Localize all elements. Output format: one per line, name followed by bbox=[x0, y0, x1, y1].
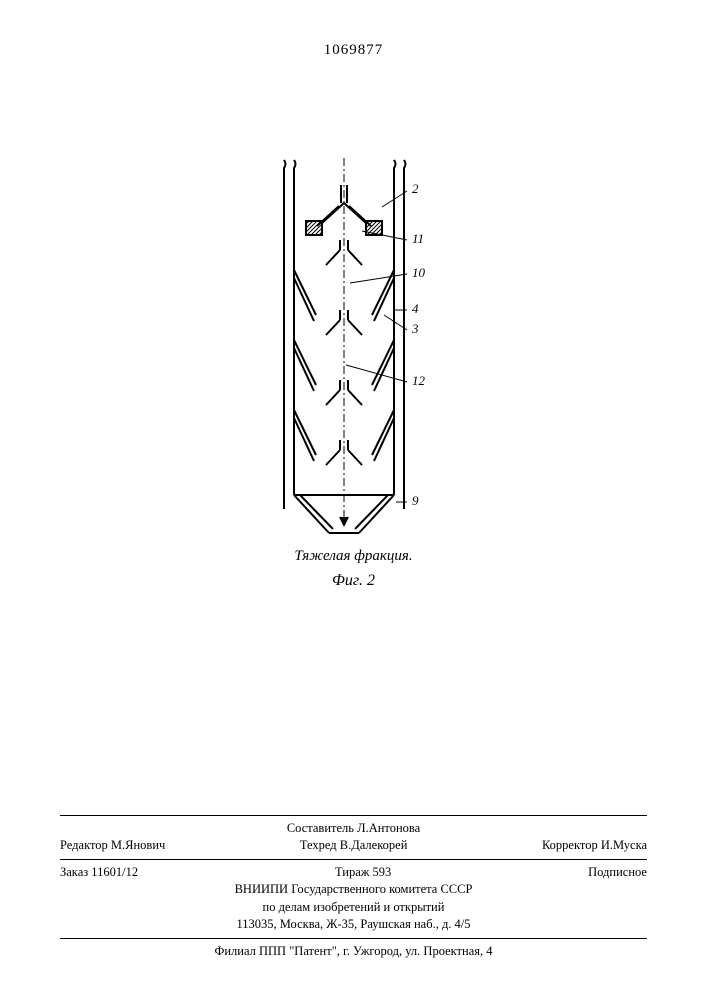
figure-number: Фиг. 2 bbox=[332, 572, 375, 590]
svg-text:12: 12 bbox=[412, 373, 426, 388]
compiler-line: Составитель Л.Антонова bbox=[60, 820, 647, 838]
svg-text:11: 11 bbox=[412, 231, 424, 246]
order-row: Заказ 11601/12 Тираж 593 Подписное bbox=[60, 864, 647, 882]
order-number: Заказ 11601/12 bbox=[60, 864, 138, 882]
svg-text:4: 4 bbox=[412, 301, 419, 316]
org-line-1: ВНИИПИ Государственного комитета СССР bbox=[60, 881, 647, 899]
figure-caption: Тяжелая фракция. bbox=[294, 548, 412, 565]
credits-row: Редактор М.Янович Техред В.Далекорей Кор… bbox=[60, 837, 647, 855]
svg-text:2: 2 bbox=[412, 181, 419, 196]
page-number: 1069877 bbox=[324, 42, 384, 59]
subscription: Подписное bbox=[588, 864, 647, 882]
editor: Редактор М.Янович bbox=[60, 837, 165, 855]
corrector: Корректор И.Муска bbox=[542, 837, 647, 855]
branch-line: Филиал ППП "Патент", г. Ужгород, ул. Про… bbox=[60, 943, 647, 961]
figure-svg: 2 11 10 4 3 12 9 bbox=[254, 155, 454, 565]
footer-block: Составитель Л.Антонова Редактор М.Янович… bbox=[60, 811, 647, 961]
svg-text:9: 9 bbox=[412, 493, 419, 508]
tech-editor: Техред В.Далекорей bbox=[300, 837, 408, 855]
tirazh: Тираж 593 bbox=[335, 864, 391, 882]
svg-text:3: 3 bbox=[411, 321, 419, 336]
org-line-2: по делам изобретений и открытий bbox=[60, 899, 647, 917]
svg-text:10: 10 bbox=[412, 265, 426, 280]
address-line: 113035, Москва, Ж-35, Раушская наб., д. … bbox=[60, 916, 647, 934]
figure-2: 2 11 10 4 3 12 9 bbox=[254, 155, 454, 565]
